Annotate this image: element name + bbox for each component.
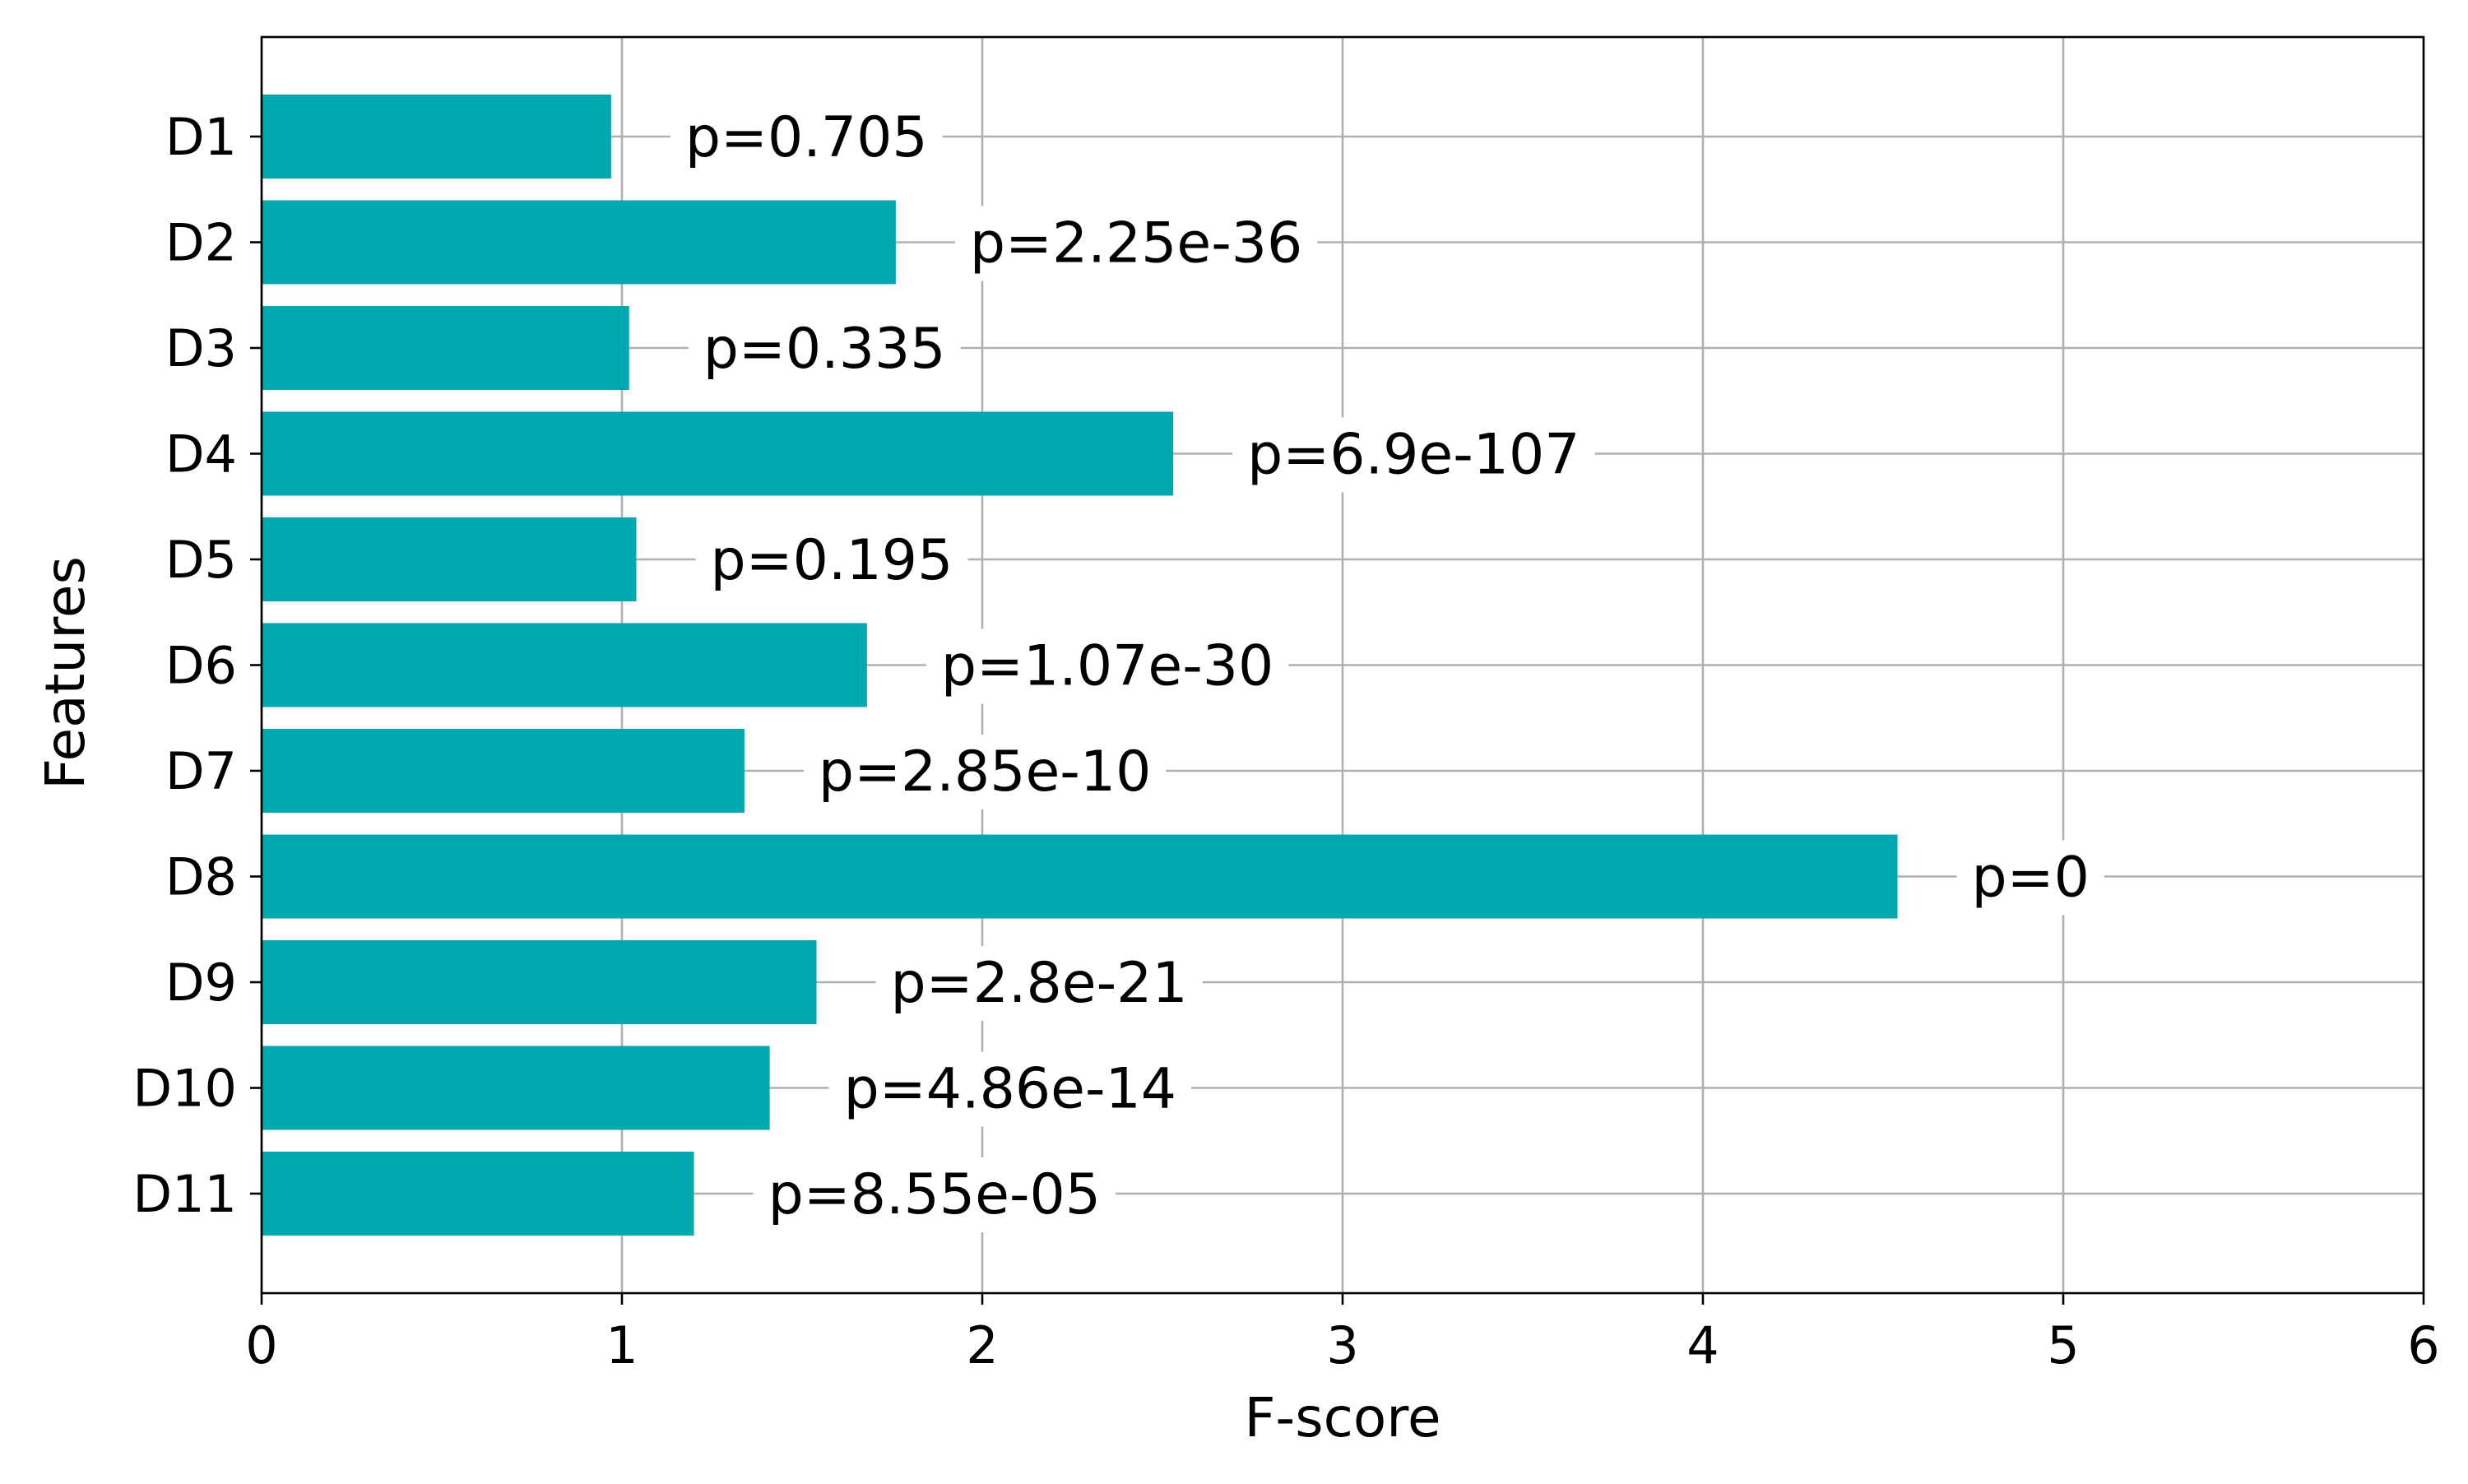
p-value-label: p=0 [1972,846,2090,911]
x-tick-label: 0 [245,1315,277,1375]
bar-d6 [262,623,867,707]
x-tick-label: 2 [966,1315,998,1375]
bar-d2 [262,200,896,285]
bar-d9 [262,940,817,1024]
bars [262,95,1898,1236]
p-value-label: p=8.55e-05 [768,1162,1101,1227]
p-value-label-background [753,1157,1116,1232]
p-value-label: p=0.335 [703,317,946,382]
y-tick-label: D9 [165,953,237,1013]
p-value-label-background [695,523,968,598]
data-labels: p=0.705 p=2.25e-36 p=0.335 p=6.9e-107 p=0.19… [670,100,2104,1232]
y-tick-label: D6 [165,636,237,696]
bar-d5 [262,517,637,601]
p-value-label: p=2.25e-36 [970,211,1302,276]
y-axis-ticks: D1 D2 D3 D4 D5 D6 D7 D8 D9 D10 D11 [132,107,262,1224]
bar-d3 [262,306,629,390]
p-value-label-background [670,100,943,175]
x-axis-ticks: 0 1 2 3 4 5 6 [245,1293,2440,1375]
p-value-label: p=1.07e-30 [941,634,1273,699]
bar-d4 [262,411,1174,496]
p-value-label: p=6.9e-107 [1247,423,1580,488]
bar-d1 [262,95,611,179]
p-value-label-background [803,735,1167,809]
x-tick-label: 1 [605,1315,638,1375]
y-tick-label: D2 [165,213,237,273]
y-tick-label: D7 [165,741,237,801]
y-tick-label: D10 [132,1059,237,1119]
p-value-label-background [1956,840,2104,916]
x-tick-label: 5 [2047,1315,2079,1375]
p-value-label-background [1232,417,1595,493]
p-value-label-background [688,312,961,387]
y-tick-label: D1 [165,107,237,167]
p-value-label: p=2.8e-21 [891,951,1188,1016]
y-tick-label: D8 [165,847,237,907]
y-tick-label: D4 [165,424,237,485]
bar-d7 [262,729,745,813]
y-tick-label: D3 [165,318,237,378]
y-axis-title: Features [34,556,97,790]
p-value-label-background [875,946,1203,1021]
bar-d11 [262,1152,694,1236]
p-value-label-background [926,628,1289,704]
bar-d10 [262,1046,770,1130]
p-value-label-background [828,1051,1192,1127]
y-tick-label: D5 [165,530,237,590]
x-axis-title: F-score [1244,1386,1440,1449]
p-value-label: p=4.86e-14 [844,1057,1176,1122]
x-tick-label: 6 [2407,1315,2439,1375]
bar-d8 [262,834,1898,919]
x-tick-label: 3 [1326,1315,1358,1375]
x-tick-label: 4 [1686,1315,1719,1375]
p-value-label: p=0.705 [685,105,928,170]
p-value-label-background [954,206,1318,281]
p-value-label: p=0.195 [711,528,953,593]
y-tick-label: D11 [132,1164,237,1224]
p-value-label: p=2.85e-10 [819,740,1151,805]
